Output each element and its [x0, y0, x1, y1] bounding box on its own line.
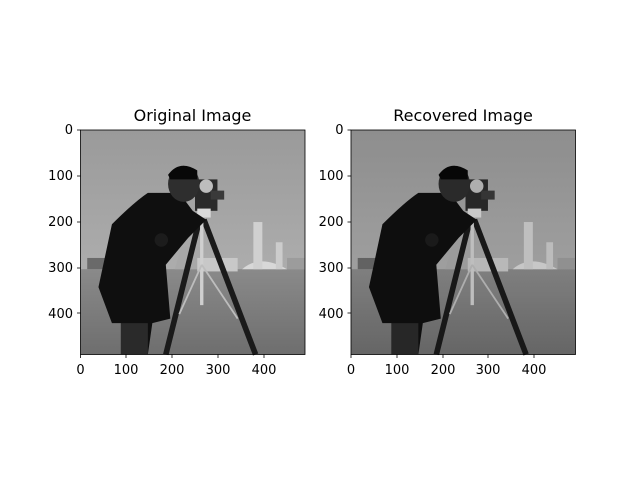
image-area [81, 130, 306, 355]
y-tick-label: 400 [48, 307, 73, 322]
x-tick-label: 0 [76, 363, 84, 378]
chart-title: Recovered Image [393, 106, 533, 125]
y-tick-label: 200 [48, 215, 73, 230]
y-tick-label: 400 [319, 307, 344, 322]
y-axis: 0 100 200 300 400 [48, 123, 81, 322]
y-tick-label: 0 [65, 123, 73, 138]
x-tick-label: 400 [522, 363, 547, 378]
x-axis: 0 100 200 300 400 [76, 354, 277, 378]
image-area [351, 130, 576, 355]
left-panel: Original Image 0 100 200 300 400 0 1 [48, 106, 305, 378]
y-axis: 0 100 200 300 400 [319, 123, 351, 322]
x-tick-label: 0 [347, 363, 355, 378]
x-tick-label: 200 [160, 363, 185, 378]
y-tick-label: 100 [48, 169, 73, 184]
x-axis: 0 100 200 300 400 [347, 354, 547, 378]
y-tick-label: 300 [48, 261, 73, 276]
y-tick-label: 100 [319, 169, 344, 184]
chart-title: Original Image [134, 106, 252, 125]
x-tick-label: 300 [206, 363, 231, 378]
x-tick-label: 100 [114, 363, 139, 378]
y-tick-label: 300 [319, 261, 344, 276]
y-tick-label: 0 [335, 123, 343, 138]
x-tick-label: 100 [385, 363, 410, 378]
y-tick-label: 200 [319, 215, 344, 230]
x-tick-label: 200 [431, 363, 456, 378]
x-tick-label: 400 [252, 363, 277, 378]
x-tick-label: 300 [476, 363, 501, 378]
right-panel: Recovered Image 0 100 200 300 400 0 [319, 106, 576, 378]
